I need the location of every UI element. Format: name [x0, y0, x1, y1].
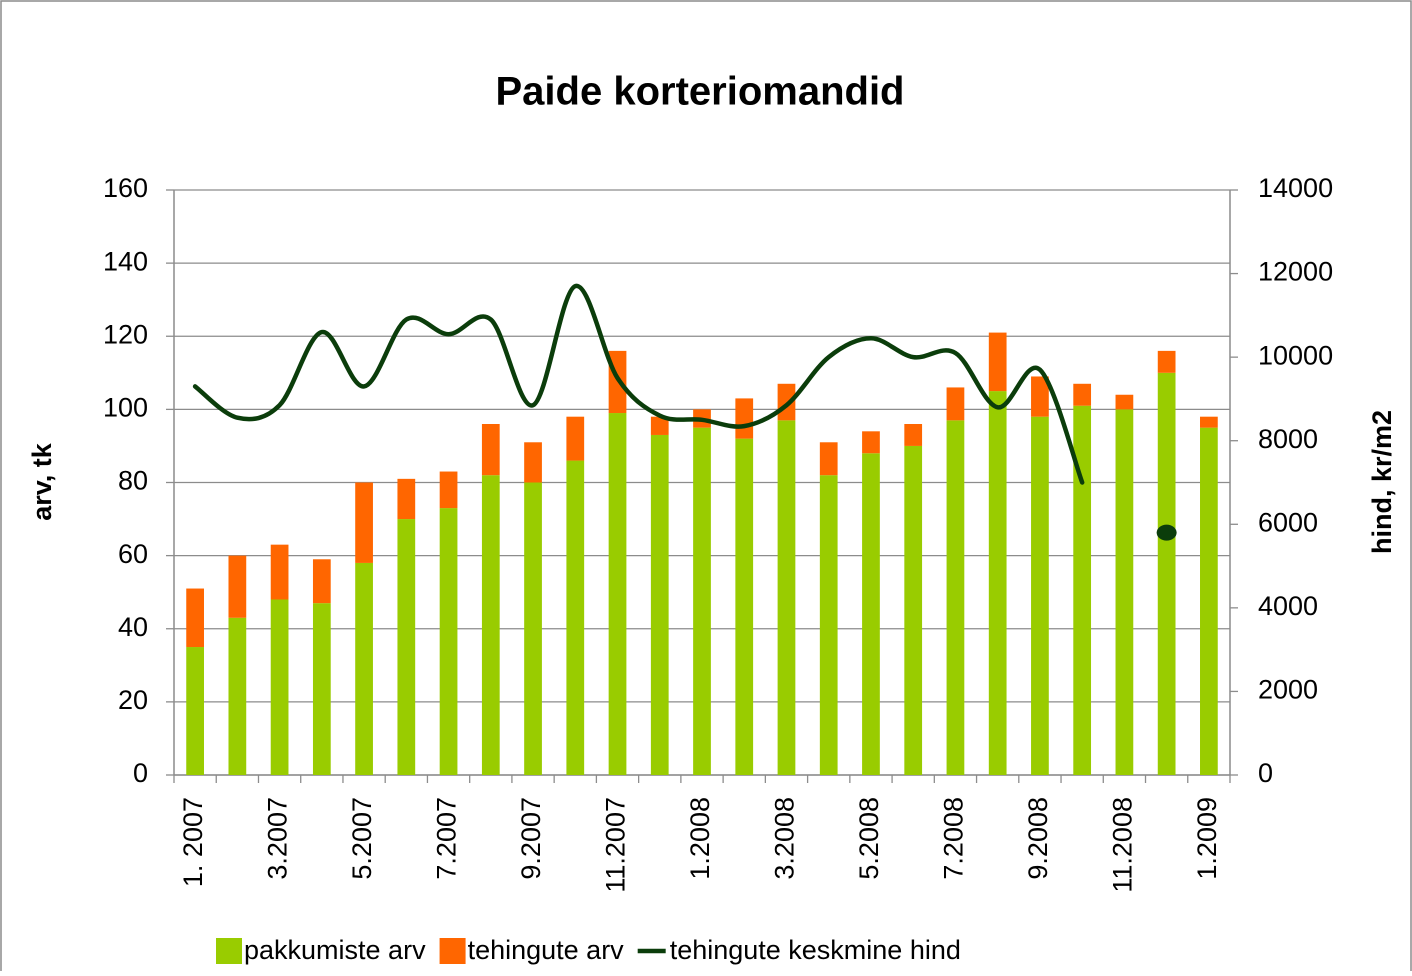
bar	[608, 413, 627, 775]
bar	[1031, 376, 1049, 417]
y-axis-label: arv, tk	[27, 442, 57, 521]
x-tick-label: 11.2008	[1108, 797, 1138, 893]
x-tick-label: 11.2007	[601, 797, 631, 893]
bar	[735, 398, 754, 439]
bar	[439, 508, 458, 775]
y-tick-label: 160	[103, 173, 148, 203]
bar	[735, 438, 754, 775]
y2-tick-label: 6000	[1258, 507, 1318, 537]
x-tick-label: 3.2007	[263, 797, 293, 880]
bar	[819, 442, 838, 476]
bar	[524, 442, 542, 483]
bar	[988, 332, 1007, 392]
bar	[397, 478, 416, 520]
bar	[355, 482, 373, 563]
line	[192, 283, 1085, 485]
bar	[1031, 416, 1049, 775]
legend-swatch	[216, 938, 242, 964]
bar	[946, 387, 965, 421]
y-tick-label: 80	[118, 466, 148, 496]
y2-tick-label: 2000	[1258, 675, 1318, 705]
y2-axis-label: hind, kr/m2	[1367, 410, 1397, 554]
y-tick-label: 20	[118, 685, 148, 715]
x-tick-label: 1.2008	[685, 797, 715, 880]
legend-label: pakkumiste arv	[244, 935, 426, 965]
y2-tick-label: 12000	[1258, 257, 1333, 287]
bar	[355, 562, 373, 775]
bar	[693, 427, 711, 775]
bar	[481, 475, 500, 775]
x-tick-label: 1.2009	[1192, 797, 1222, 880]
bar	[481, 424, 500, 476]
x-tick-label: 9.2008	[1023, 797, 1053, 880]
bar	[566, 416, 585, 461]
x-tick-label: 1. 2007	[178, 797, 208, 887]
bar	[1073, 383, 1092, 406]
bar	[566, 460, 585, 775]
bar	[988, 391, 1007, 775]
legend-label: tehingute arv	[468, 935, 625, 965]
line-point	[1156, 524, 1177, 541]
bar	[1115, 394, 1134, 410]
bar	[1200, 427, 1218, 775]
bar	[397, 519, 416, 775]
x-tick-label: 5.2007	[347, 797, 377, 880]
y2-tick-label: 14000	[1258, 173, 1333, 203]
y2-tick-label: 8000	[1258, 424, 1318, 454]
bar	[228, 555, 247, 618]
chart-title: Paide korteriomandid	[496, 70, 905, 114]
bar	[650, 434, 669, 775]
bar	[904, 424, 923, 446]
y2-tick-label: 4000	[1258, 591, 1318, 621]
x-tick-label: 5.2008	[854, 797, 884, 880]
bar	[312, 603, 331, 775]
y-tick-label: 120	[103, 319, 148, 349]
y-tick-label: 140	[103, 246, 148, 276]
y-tick-label: 100	[103, 393, 148, 423]
x-tick-label: 7.2008	[939, 797, 969, 880]
bar	[904, 445, 923, 775]
legend-swatch	[439, 938, 466, 964]
bar	[1157, 372, 1176, 775]
bar	[1073, 405, 1092, 775]
x-tick-label: 9.2007	[516, 797, 546, 880]
bar	[946, 420, 965, 775]
bar	[862, 453, 880, 775]
bar	[1115, 409, 1134, 775]
y-tick-label: 0	[133, 758, 148, 788]
bar	[777, 420, 796, 775]
bar	[819, 475, 838, 775]
y-tick-label: 40	[118, 612, 148, 642]
bar	[312, 559, 331, 604]
bar	[186, 647, 204, 775]
y2-tick-label: 0	[1258, 758, 1273, 788]
y-tick-label: 60	[118, 539, 148, 569]
bar	[862, 431, 880, 454]
bar	[228, 617, 247, 775]
y2-tick-label: 10000	[1258, 340, 1333, 370]
x-tick-label: 7.2007	[432, 797, 462, 880]
bar	[439, 471, 458, 509]
bar	[270, 599, 289, 775]
bar	[524, 482, 542, 775]
bar	[650, 416, 669, 435]
bar	[186, 588, 204, 648]
legend: pakkumiste arv tehingute arv tehingute kes…	[216, 935, 961, 965]
legend-label: tehingute keskmine hind	[670, 935, 961, 965]
bar	[1200, 416, 1218, 428]
bar	[270, 544, 289, 600]
x-tick-label: 3.2008	[770, 797, 800, 880]
bar	[1157, 350, 1176, 373]
